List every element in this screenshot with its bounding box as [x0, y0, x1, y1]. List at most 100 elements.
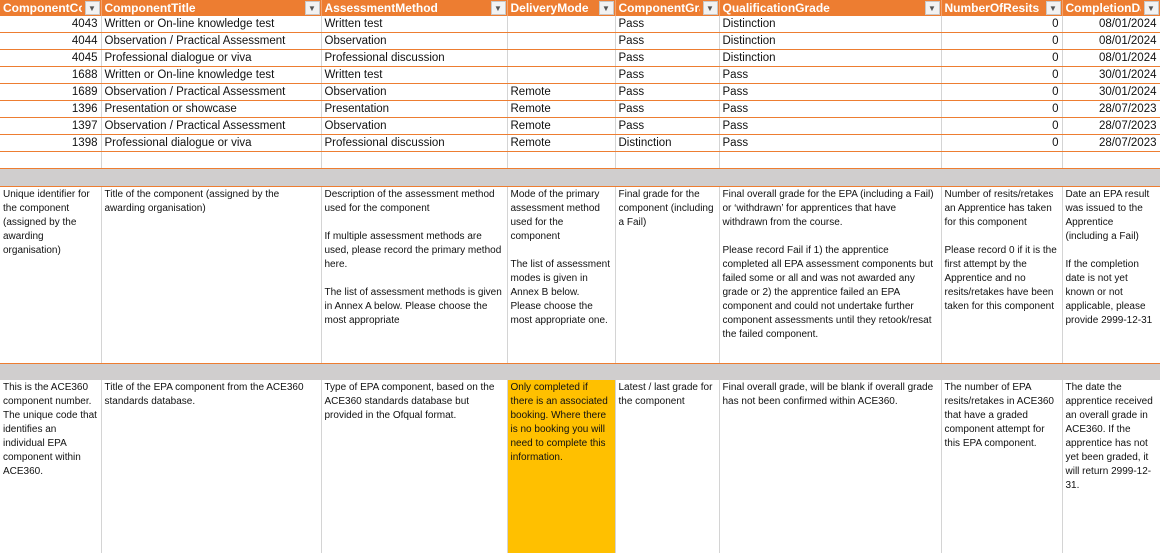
- empty-cell[interactable]: [1062, 151, 1160, 169]
- cell-deliverymode[interactable]: [507, 49, 616, 67]
- cell-qualificationgrade[interactable]: Pass: [719, 66, 942, 84]
- cell-completiondate[interactable]: 28/07/2023: [1062, 134, 1160, 152]
- cell-deliverymode[interactable]: [507, 66, 616, 84]
- empty-cell[interactable]: [719, 363, 941, 380]
- cell-qualificationgrade[interactable]: Pass: [719, 134, 942, 152]
- ace360-notes-row-cell[interactable]: The date the apprentice received an over…: [1062, 380, 1160, 553]
- cell-assessmentmethod[interactable]: Observation: [321, 117, 508, 135]
- ace360-notes-row-cell[interactable]: Title of the EPA component from the ACE3…: [101, 380, 322, 553]
- cell-componenttitle[interactable]: Written or On-line knowledge test: [101, 66, 322, 84]
- cell-componentgrade[interactable]: Pass: [615, 83, 720, 101]
- ace360-notes-row-cell[interactable]: Only completed if there is an associated…: [507, 380, 616, 553]
- cell-numberofresits[interactable]: 0: [941, 117, 1063, 135]
- column-header-completiondate[interactable]: CompletionDate▼: [1062, 0, 1160, 16]
- cell-assessmentmethod[interactable]: Written test: [321, 16, 508, 33]
- description-row-cell[interactable]: Mode of the primary assessment method us…: [507, 186, 616, 364]
- empty-cell[interactable]: [941, 363, 1062, 380]
- cell-completiondate[interactable]: 08/01/2024: [1062, 16, 1160, 33]
- cell-numberofresits[interactable]: 0: [941, 66, 1063, 84]
- cell-numberofresits[interactable]: 0: [941, 49, 1063, 67]
- cell-numberofresits[interactable]: 0: [941, 16, 1063, 33]
- cell-componenttitle[interactable]: Observation / Practical Assessment: [101, 117, 322, 135]
- cell-componentcode[interactable]: 1396: [0, 100, 102, 118]
- column-header-assessmentmethod[interactable]: AssessmentMethod ▼: [321, 0, 508, 16]
- cell-qualificationgrade[interactable]: Pass: [719, 83, 942, 101]
- cell-qualificationgrade[interactable]: Distinction: [719, 49, 942, 67]
- column-header-numberofresits[interactable]: NumberOfResits ▼: [941, 0, 1063, 16]
- empty-cell[interactable]: [719, 151, 942, 169]
- cell-qualificationgrade[interactable]: Distinction: [719, 32, 942, 50]
- cell-componentcode[interactable]: 4043: [0, 16, 102, 33]
- empty-cell[interactable]: [941, 151, 1063, 169]
- cell-deliverymode[interactable]: [507, 32, 616, 50]
- cell-qualificationgrade[interactable]: Distinction: [719, 16, 942, 33]
- cell-componentcode[interactable]: 1398: [0, 134, 102, 152]
- cell-componentcode[interactable]: 1397: [0, 117, 102, 135]
- cell-componenttitle[interactable]: Written or On-line knowledge test: [101, 16, 322, 33]
- cell-componentgrade[interactable]: Pass: [615, 117, 720, 135]
- cell-componenttitle[interactable]: Observation / Practical Assessment: [101, 83, 322, 101]
- cell-componentgrade[interactable]: Pass: [615, 32, 720, 50]
- empty-cell[interactable]: [719, 168, 941, 187]
- cell-qualificationgrade[interactable]: Pass: [719, 117, 942, 135]
- description-row-cell[interactable]: Final overall grade for the EPA (includi…: [719, 186, 942, 364]
- cell-assessmentmethod[interactable]: Presentation: [321, 100, 508, 118]
- empty-cell[interactable]: [0, 168, 101, 187]
- empty-cell[interactable]: [507, 151, 616, 169]
- cell-assessmentmethod[interactable]: Professional discussion: [321, 134, 508, 152]
- filter-dropdown-icon[interactable]: ▼: [304, 1, 320, 15]
- cell-qualificationgrade[interactable]: Pass: [719, 100, 942, 118]
- filter-dropdown-icon[interactable]: ▼: [490, 1, 506, 15]
- cell-completiondate[interactable]: 30/01/2024: [1062, 83, 1160, 101]
- filter-dropdown-icon[interactable]: ▼: [1143, 1, 1159, 15]
- cell-componenttitle[interactable]: Observation / Practical Assessment: [101, 32, 322, 50]
- cell-componenttitle[interactable]: Professional dialogue or viva: [101, 134, 322, 152]
- cell-componenttitle[interactable]: Presentation or showcase: [101, 100, 322, 118]
- ace360-notes-row-cell[interactable]: Type of EPA component, based on the ACE3…: [321, 380, 508, 553]
- ace360-notes-row-cell[interactable]: The number of EPA resits/retakes in ACE3…: [941, 380, 1063, 553]
- empty-cell[interactable]: [0, 151, 102, 169]
- cell-deliverymode[interactable]: Remote: [507, 83, 616, 101]
- filter-dropdown-icon[interactable]: ▼: [1045, 1, 1061, 15]
- empty-cell[interactable]: [615, 151, 720, 169]
- column-header-componentcode[interactable]: ComponentCode▼: [0, 0, 102, 16]
- column-header-qualificationgrade[interactable]: QualificationGrade ▼: [719, 0, 942, 16]
- column-header-componentgrade[interactable]: ComponentGrade▼: [615, 0, 720, 16]
- cell-numberofresits[interactable]: 0: [941, 83, 1063, 101]
- cell-componentcode[interactable]: 4044: [0, 32, 102, 50]
- cell-numberofresits[interactable]: 0: [941, 134, 1063, 152]
- filter-dropdown-icon[interactable]: ▼: [84, 1, 100, 15]
- cell-completiondate[interactable]: 30/01/2024: [1062, 66, 1160, 84]
- cell-componentcode[interactable]: 1689: [0, 83, 102, 101]
- cell-deliverymode[interactable]: Remote: [507, 134, 616, 152]
- empty-cell[interactable]: [321, 168, 507, 187]
- column-header-deliverymode[interactable]: DeliveryMode ▼: [507, 0, 616, 16]
- cell-deliverymode[interactable]: Remote: [507, 117, 616, 135]
- cell-numberofresits[interactable]: 0: [941, 100, 1063, 118]
- empty-cell[interactable]: [101, 363, 321, 380]
- description-row-cell[interactable]: Description of the assessment method use…: [321, 186, 508, 364]
- cell-deliverymode[interactable]: Remote: [507, 100, 616, 118]
- description-row-cell[interactable]: Unique identifier for the component (ass…: [0, 186, 102, 364]
- description-row-cell[interactable]: Date an EPA result was issued to the App…: [1062, 186, 1160, 364]
- cell-componentgrade[interactable]: Pass: [615, 100, 720, 118]
- empty-cell[interactable]: [321, 151, 508, 169]
- ace360-notes-row-cell[interactable]: Final overall grade, will be blank if ov…: [719, 380, 942, 553]
- cell-componentgrade[interactable]: Pass: [615, 49, 720, 67]
- cell-completiondate[interactable]: 28/07/2023: [1062, 117, 1160, 135]
- empty-cell[interactable]: [941, 168, 1062, 187]
- cell-assessmentmethod[interactable]: Written test: [321, 66, 508, 84]
- filter-dropdown-icon[interactable]: ▼: [702, 1, 718, 15]
- cell-completiondate[interactable]: 08/01/2024: [1062, 32, 1160, 50]
- cell-assessmentmethod[interactable]: Observation: [321, 83, 508, 101]
- empty-cell[interactable]: [507, 168, 615, 187]
- description-row-cell[interactable]: Final grade for the component (including…: [615, 186, 720, 364]
- empty-cell[interactable]: [321, 363, 507, 380]
- empty-cell[interactable]: [615, 363, 719, 380]
- cell-componentcode[interactable]: 1688: [0, 66, 102, 84]
- description-row-cell[interactable]: Title of the component (assigned by the …: [101, 186, 322, 364]
- cell-numberofresits[interactable]: 0: [941, 32, 1063, 50]
- cell-componentcode[interactable]: 4045: [0, 49, 102, 67]
- cell-componentgrade[interactable]: Pass: [615, 66, 720, 84]
- cell-completiondate[interactable]: 08/01/2024: [1062, 49, 1160, 67]
